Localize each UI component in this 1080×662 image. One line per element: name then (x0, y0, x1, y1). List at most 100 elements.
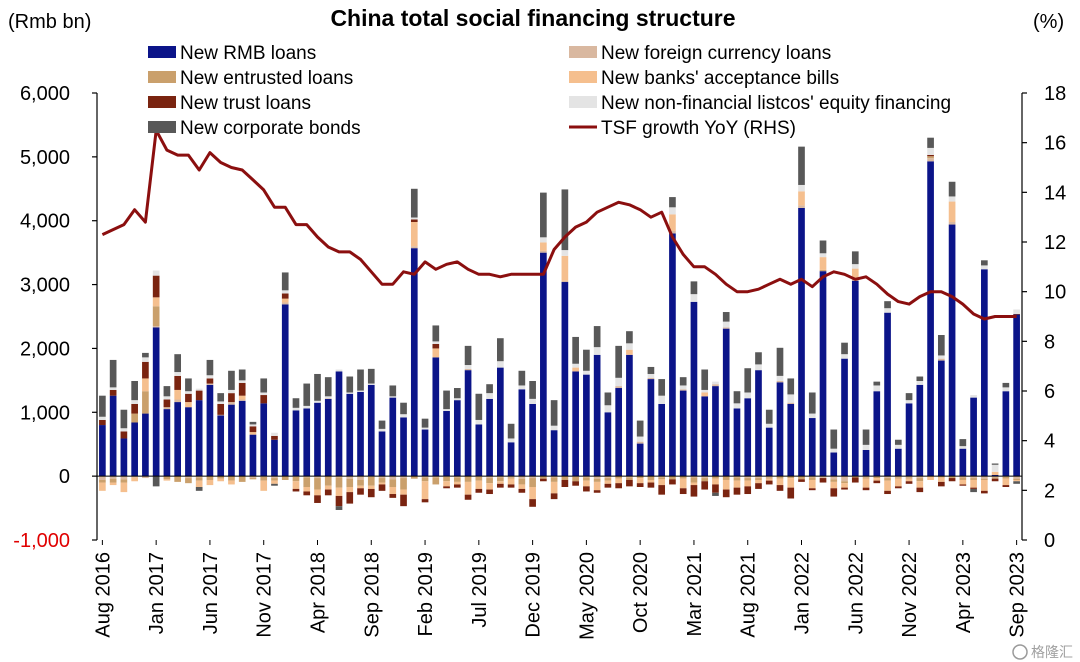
bar-new-rmb-loans (991, 474, 999, 477)
bar-new-trust-loans (615, 483, 622, 489)
x-tick-label: Nov 2022 (899, 552, 921, 638)
bar-new-corporate-bonds (884, 301, 891, 309)
bar-new-corporate-bonds (443, 390, 450, 410)
bar-new-entrusted-loans (1013, 478, 1020, 480)
bar-new-rmb-loans (464, 370, 472, 477)
bar-new-non-financial-listcos-equity-financing (410, 217, 418, 220)
bar-new-banks-acceptance-bills (507, 478, 515, 485)
bar-new-rmb-loans (626, 354, 633, 477)
x-tick-label: Oct 2020 (630, 552, 652, 633)
left-tick-label: -1,000 (13, 530, 70, 552)
bar-new-trust-loans (744, 486, 752, 495)
legend-label-new-entrusted-loans: New entrusted loans (180, 68, 353, 89)
legend-swatch-new-banks-acceptance-bills (569, 71, 597, 83)
bar-new-corporate-bonds (830, 429, 838, 449)
bar-new-entrusted-loans (389, 479, 397, 487)
x-tick-label: Apr 2023 (953, 552, 975, 633)
left-tick-label: 0 (59, 466, 70, 488)
bar-new-non-financial-listcos-equity-financing (163, 396, 171, 400)
bar-new-rmb-loans (367, 384, 375, 477)
bar-new-corporate-bonds (357, 369, 364, 391)
bar-new-rmb-loans (271, 439, 278, 477)
bar-new-entrusted-loans (281, 476, 289, 480)
bar-new-banks-acceptance-bills (378, 482, 386, 485)
left-tick-label: 5,000 (20, 147, 70, 169)
watermark: 格隆汇 (1012, 644, 1073, 660)
bar-new-corporate-bonds (970, 488, 977, 493)
bar-new-foreign-currency-loans (679, 389, 687, 391)
bar-new-banks-acceptance-bills (572, 367, 579, 372)
bar-new-non-financial-listcos-equity-financing (647, 373, 655, 378)
x-tick-label: Feb 2019 (415, 552, 437, 637)
bar-new-non-financial-listcos-equity-financing (733, 403, 741, 409)
bar-new-rmb-loans (636, 443, 644, 477)
bar-new-banks-acceptance-bills (410, 221, 418, 247)
bar-new-non-financial-listcos-equity-financing (604, 405, 612, 413)
bar-new-foreign-currency-loans (701, 476, 709, 479)
bar-new-entrusted-loans (959, 477, 967, 480)
legend-swatch-new-entrusted-loans (148, 71, 176, 83)
bar-new-banks-acceptance-bills (131, 477, 138, 482)
bar-new-trust-loans (131, 403, 138, 414)
bar-new-trust-loans (335, 495, 343, 507)
bar-new-banks-acceptance-bills (787, 478, 795, 488)
bar-new-foreign-currency-loans (195, 476, 203, 478)
bar-new-rmb-loans (453, 400, 461, 477)
bar-new-entrusted-loans (453, 477, 461, 482)
bar-new-rmb-loans (507, 442, 515, 477)
bar-new-rmb-loans (690, 301, 698, 477)
bar-new-non-financial-listcos-equity-financing (615, 377, 622, 387)
bar-new-trust-loans (378, 484, 386, 491)
bar-new-entrusted-loans (583, 477, 590, 481)
bar-new-trust-loans (819, 478, 827, 483)
x-tick-label: Nov 2017 (254, 552, 276, 638)
bar-new-trust-loans (916, 487, 924, 493)
left-tick-label: 4,000 (20, 211, 70, 233)
bar-new-trust-loans (303, 491, 311, 496)
bar-new-entrusted-loans (916, 478, 924, 482)
bar-new-banks-acceptance-bills (808, 479, 816, 489)
bar-new-foreign-currency-loans (733, 476, 741, 478)
bar-new-entrusted-loans (249, 478, 257, 480)
bar-new-foreign-currency-loans (109, 476, 117, 479)
bar-new-entrusted-loans (905, 477, 913, 479)
bar-new-non-financial-listcos-equity-financing (228, 389, 235, 394)
bar-new-non-financial-listcos-equity-financing (174, 372, 182, 376)
bar-new-banks-acceptance-bills (744, 480, 752, 487)
bar-new-non-financial-listcos-equity-financing (593, 347, 601, 355)
bar-new-banks-acceptance-bills (314, 489, 321, 496)
bar-new-corporate-bonds (475, 393, 483, 420)
bar-new-entrusted-loans (841, 481, 848, 484)
tsf-growth-line (101, 128, 1017, 321)
bar-new-banks-acceptance-bills (260, 480, 268, 491)
bar-new-corporate-bonds (615, 345, 622, 378)
bar-new-non-financial-listcos-equity-financing (808, 413, 816, 419)
bar-new-entrusted-loans (152, 306, 160, 327)
bar-new-trust-loans (884, 490, 891, 495)
bar-new-trust-loans (453, 484, 461, 488)
bar-new-corporate-bonds (669, 197, 676, 208)
bar-new-rmb-loans (1013, 314, 1020, 477)
bar-new-non-financial-listcos-equity-financing (324, 396, 332, 399)
bar-new-rmb-loans (927, 161, 934, 477)
bar-new-non-financial-listcos-equity-financing (314, 400, 321, 403)
right-tick-label: 2 (1044, 480, 1055, 502)
bar-new-banks-acceptance-bills (518, 484, 526, 489)
bar-new-foreign-currency-loans (314, 476, 321, 479)
bar-new-banks-acceptance-bills (626, 349, 633, 355)
bar-new-trust-loans (1013, 313, 1020, 315)
bar-new-entrusted-loans (174, 476, 182, 482)
bar-new-corporate-bonds (604, 392, 612, 406)
bar-new-rmb-loans (152, 327, 160, 477)
bar-new-rmb-loans (335, 371, 343, 477)
bar-new-entrusted-loans (271, 478, 278, 481)
bar-new-rmb-loans (443, 411, 450, 477)
bar-new-entrusted-loans (464, 476, 472, 482)
bar-new-trust-loans (905, 481, 913, 484)
bar-new-trust-loans (959, 484, 967, 486)
bar-new-non-financial-listcos-equity-financing (1002, 387, 1010, 392)
bar-new-non-financial-listcos-equity-financing (346, 392, 354, 394)
bar-new-banks-acceptance-bills (464, 481, 472, 495)
bar-new-entrusted-loans (690, 477, 698, 483)
x-tick-label: Aug 2016 (92, 552, 114, 638)
